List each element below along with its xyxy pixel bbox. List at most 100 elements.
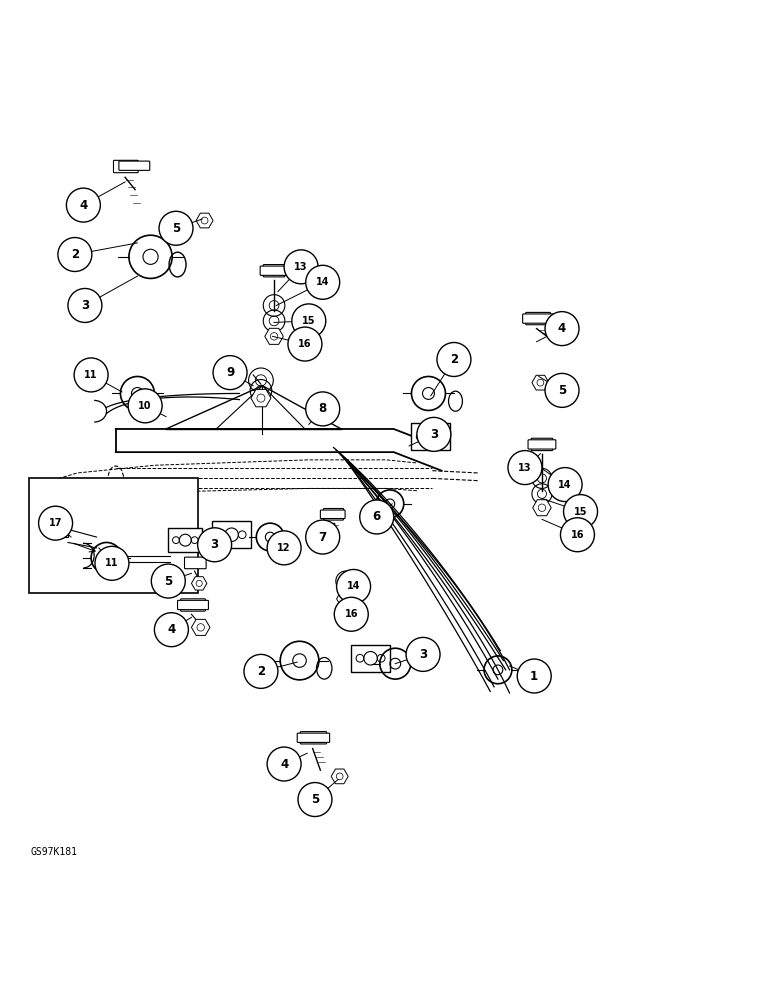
Circle shape <box>66 188 100 222</box>
Text: 16: 16 <box>344 609 358 619</box>
Text: 3: 3 <box>419 648 427 661</box>
FancyBboxPatch shape <box>411 423 450 450</box>
Text: 2: 2 <box>450 353 458 366</box>
Text: 5: 5 <box>172 222 180 235</box>
Text: 3: 3 <box>211 538 218 551</box>
Text: 6: 6 <box>373 510 381 523</box>
Text: 4: 4 <box>80 199 87 212</box>
Circle shape <box>68 288 102 322</box>
Text: 14: 14 <box>558 480 572 490</box>
Text: 3: 3 <box>81 299 89 312</box>
Circle shape <box>306 265 340 299</box>
Circle shape <box>213 356 247 390</box>
FancyBboxPatch shape <box>526 312 550 325</box>
FancyBboxPatch shape <box>531 438 553 451</box>
FancyBboxPatch shape <box>523 314 554 323</box>
Polygon shape <box>196 213 213 228</box>
Text: 10: 10 <box>138 401 152 411</box>
Text: 4: 4 <box>168 623 175 636</box>
FancyBboxPatch shape <box>528 440 556 449</box>
Bar <box>29 478 198 593</box>
FancyBboxPatch shape <box>113 160 138 173</box>
Circle shape <box>560 518 594 552</box>
Text: 13: 13 <box>294 262 308 272</box>
Text: 12: 12 <box>277 543 291 553</box>
FancyBboxPatch shape <box>323 508 344 520</box>
Text: GS97K181: GS97K181 <box>31 847 78 857</box>
Text: 16: 16 <box>571 530 584 540</box>
Text: 2: 2 <box>71 248 79 261</box>
Circle shape <box>288 327 322 361</box>
Circle shape <box>564 495 598 529</box>
Text: 4: 4 <box>280 758 288 771</box>
Circle shape <box>128 389 162 423</box>
Text: 5: 5 <box>164 575 172 588</box>
Circle shape <box>548 468 582 502</box>
Circle shape <box>306 392 340 426</box>
Circle shape <box>159 211 193 245</box>
Circle shape <box>151 564 185 598</box>
Circle shape <box>267 747 301 781</box>
FancyBboxPatch shape <box>119 161 150 170</box>
FancyBboxPatch shape <box>300 732 327 744</box>
Circle shape <box>244 654 278 688</box>
Text: 11: 11 <box>84 370 98 380</box>
FancyBboxPatch shape <box>212 521 251 548</box>
Text: 14: 14 <box>316 277 330 287</box>
FancyBboxPatch shape <box>297 733 330 742</box>
Circle shape <box>284 250 318 284</box>
Circle shape <box>298 783 332 817</box>
Text: 15: 15 <box>574 507 587 517</box>
Circle shape <box>337 569 371 603</box>
Text: 14: 14 <box>347 581 361 591</box>
Circle shape <box>406 637 440 671</box>
Polygon shape <box>265 328 283 344</box>
Polygon shape <box>532 375 549 390</box>
Polygon shape <box>337 591 355 607</box>
Circle shape <box>154 613 188 647</box>
FancyBboxPatch shape <box>181 599 205 611</box>
Circle shape <box>334 597 368 631</box>
FancyBboxPatch shape <box>168 528 202 552</box>
Circle shape <box>306 520 340 554</box>
Polygon shape <box>251 389 271 407</box>
Polygon shape <box>191 577 207 590</box>
Circle shape <box>95 546 129 580</box>
Circle shape <box>508 451 542 485</box>
Text: 1: 1 <box>530 670 538 683</box>
Polygon shape <box>191 619 210 635</box>
Text: 7: 7 <box>319 531 327 544</box>
Text: 11: 11 <box>105 558 119 568</box>
Circle shape <box>545 312 579 346</box>
Text: 8: 8 <box>319 402 327 415</box>
FancyBboxPatch shape <box>178 600 208 610</box>
Circle shape <box>39 506 73 540</box>
Circle shape <box>198 528 232 562</box>
Text: 15: 15 <box>302 316 316 326</box>
Text: 17: 17 <box>49 518 63 528</box>
Text: 5: 5 <box>311 793 319 806</box>
Text: 2: 2 <box>257 665 265 678</box>
Circle shape <box>292 304 326 338</box>
FancyBboxPatch shape <box>263 265 285 277</box>
Text: 13: 13 <box>518 463 532 473</box>
Circle shape <box>517 659 551 693</box>
FancyBboxPatch shape <box>260 266 288 275</box>
Text: 3: 3 <box>430 428 438 441</box>
Circle shape <box>417 417 451 451</box>
Circle shape <box>74 358 108 392</box>
FancyBboxPatch shape <box>46 520 68 537</box>
Text: 16: 16 <box>298 339 312 349</box>
Circle shape <box>58 238 92 271</box>
FancyBboxPatch shape <box>185 557 206 569</box>
Text: 9: 9 <box>226 366 234 379</box>
FancyBboxPatch shape <box>320 510 345 519</box>
Polygon shape <box>533 500 551 516</box>
Text: 4: 4 <box>558 322 566 335</box>
Polygon shape <box>331 769 348 784</box>
FancyBboxPatch shape <box>351 645 390 672</box>
Circle shape <box>437 343 471 376</box>
Text: 5: 5 <box>558 384 566 397</box>
Circle shape <box>545 373 579 407</box>
Circle shape <box>360 500 394 534</box>
